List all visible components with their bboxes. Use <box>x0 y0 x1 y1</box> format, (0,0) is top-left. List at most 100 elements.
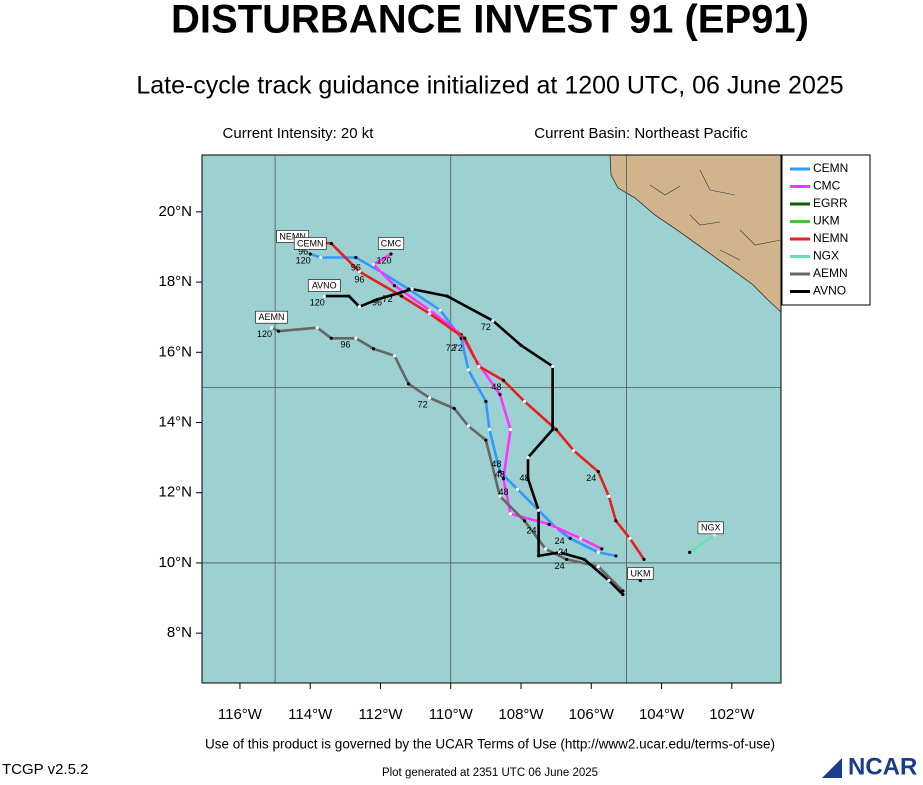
legend-label: EGRR <box>813 196 848 210</box>
track-line <box>296 238 646 561</box>
forecast-hour-label: 120 <box>257 329 272 339</box>
track-point <box>551 427 555 432</box>
track-point <box>484 399 488 404</box>
track-point <box>375 298 379 302</box>
track-point <box>315 326 319 330</box>
track-point <box>371 262 376 267</box>
track-line <box>271 326 624 592</box>
track-point <box>522 399 527 404</box>
version: TCGP v2.5.2 <box>2 761 88 778</box>
track-tag: CEMN <box>297 238 324 248</box>
track-point <box>568 536 572 540</box>
track-point <box>498 494 502 498</box>
track-point <box>508 427 513 432</box>
track-point <box>392 354 397 358</box>
track-point <box>269 326 274 330</box>
track-point <box>596 550 600 555</box>
y-tick-label: 16°N <box>158 343 192 360</box>
track-point <box>498 470 502 474</box>
track-point <box>526 456 530 460</box>
track-point <box>438 308 442 312</box>
track-point <box>565 557 569 562</box>
track-point <box>544 547 548 551</box>
title: DISTURBANCE INVEST 91 (EP91) <box>171 0 809 42</box>
y-tick-label: 8°N <box>167 624 192 641</box>
track-point <box>491 319 495 323</box>
x-tick-label: 106°W <box>569 706 615 723</box>
track-point <box>487 427 491 432</box>
y-tick-label: 10°N <box>158 554 192 571</box>
track-point <box>428 396 432 400</box>
track-point <box>621 592 625 597</box>
y-tick-label: 12°N <box>158 484 192 501</box>
track-point <box>392 283 397 288</box>
track-tag: AVNO <box>312 280 337 290</box>
track-point <box>596 470 600 474</box>
legend-label: AVNO <box>813 284 846 298</box>
track-tag: NEMN <box>279 231 306 241</box>
track-point <box>484 438 488 442</box>
track-point <box>329 336 333 340</box>
track-point <box>600 547 604 551</box>
forecast-hour-label: 48 <box>491 382 501 392</box>
track-point <box>607 494 611 498</box>
track-line <box>688 533 715 554</box>
terms-of-use: Use of this product is governed by the U… <box>205 737 775 752</box>
track-point <box>536 508 541 512</box>
x-tick-label: 104°W <box>639 706 685 723</box>
track-point <box>558 550 562 555</box>
forecast-hour-label: 48 <box>491 459 501 469</box>
track-point <box>547 522 551 526</box>
track-point <box>389 252 393 256</box>
ncar-logo: NCAR <box>822 753 917 780</box>
forecast-hour-label: 96 <box>340 340 350 350</box>
subtitle: Late-cycle track guidance initialized at… <box>136 72 843 100</box>
forecast-hour-label: 24 <box>555 536 565 546</box>
y-tick-label: 14°N <box>158 413 192 430</box>
forecast-hour-label: 120 <box>376 255 391 265</box>
legend-label: UKM <box>813 214 840 228</box>
track-tag: AEMN <box>259 312 285 322</box>
track-point <box>466 424 470 428</box>
track-point <box>371 347 376 351</box>
forecast-hour-label: 72 <box>382 294 392 304</box>
track-point <box>428 312 432 316</box>
track-point <box>519 343 523 347</box>
track-point <box>357 305 361 309</box>
x-tick-label: 110°W <box>429 706 474 723</box>
track-point <box>406 382 411 386</box>
forecast-hour-label: 96 <box>354 275 364 285</box>
track-tag-box <box>377 237 405 250</box>
forecast-hour-label: 96 <box>298 247 308 257</box>
legend: CEMN CMC EGRR UKM NEMN NGX AEMN AVNO <box>781 154 871 306</box>
forecast-hour-label: 120 <box>296 255 311 265</box>
track-tag-box <box>293 237 327 250</box>
track-point <box>522 519 527 523</box>
track-point <box>463 336 467 340</box>
forecast-hour-label: 24 <box>558 547 568 557</box>
track-point <box>354 255 358 260</box>
forecast-hour-label: 72 <box>446 343 456 353</box>
track-tag: CMC <box>381 238 402 248</box>
legend-label: NEMN <box>813 231 848 245</box>
forecast-hour-label: 96 <box>372 298 382 308</box>
forecast-hour-label: 48 <box>498 487 508 497</box>
track-tag: NGX <box>701 523 721 533</box>
y-tick-label: 18°N <box>158 273 192 290</box>
track-line <box>324 287 624 596</box>
track-point <box>445 294 449 298</box>
track-tag-box <box>307 279 341 292</box>
track-point <box>642 557 646 562</box>
forecast-hour-label: 24 <box>527 526 537 536</box>
forecast-hour-label: 96 <box>351 262 361 272</box>
forecast-hour-label: 72 <box>481 322 491 332</box>
track-point <box>347 294 351 298</box>
x-tick-label: 102°W <box>709 706 755 723</box>
forecast-hour-label: 48 <box>520 473 530 483</box>
forecast-hour-label: 120 <box>310 298 325 308</box>
track-point <box>357 269 361 274</box>
logo-text: NCAR <box>848 753 917 780</box>
y-tick-label: 20°N <box>158 203 192 220</box>
track-point <box>582 557 586 562</box>
track-point <box>621 589 625 593</box>
